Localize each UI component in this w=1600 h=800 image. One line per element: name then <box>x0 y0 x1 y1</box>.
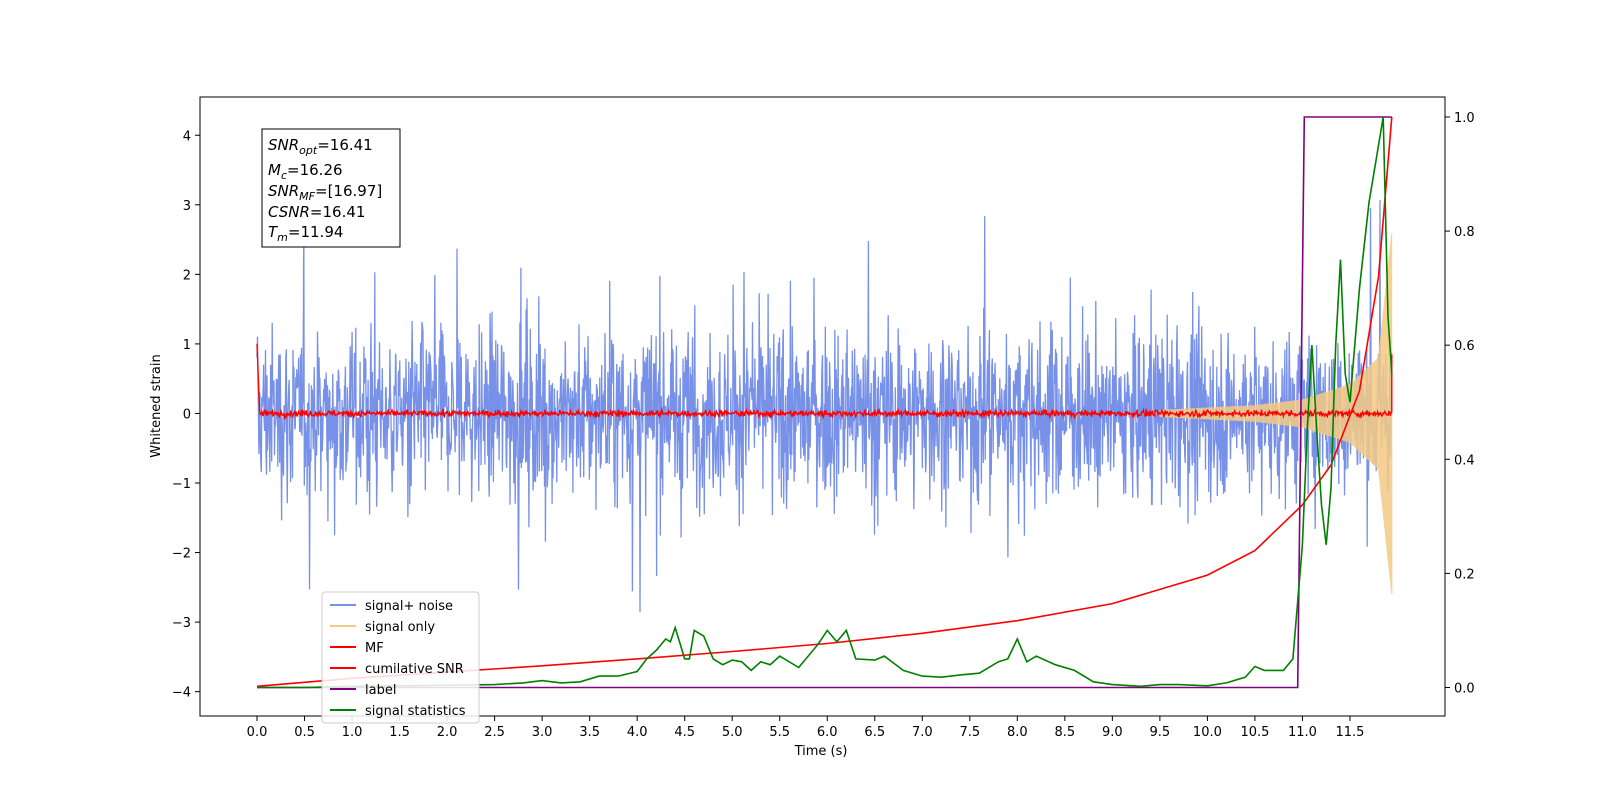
svg-text:CSNR=16.41: CSNR=16.41 <box>268 203 365 221</box>
x-tick-label: 8.5 <box>1055 725 1076 740</box>
x-tick-label: 9.0 <box>1102 725 1123 740</box>
x-tick-label: 6.5 <box>864 725 885 740</box>
y-right-tick-label: 0.0 <box>1454 681 1475 696</box>
x-axis: 0.0 0.5 1.0 1.5 2.0 2.5 3.0 3.5 4.0 4.5 5.0 5.5 6.0 6… <box>247 716 1364 740</box>
y-tick-label: −2 <box>172 547 191 562</box>
y-axis-left: 4 3 2 1 0 −1 −2 −3 −4 <box>172 129 200 701</box>
x-tick-label: 3.5 <box>579 725 600 740</box>
x-tick-label: 0.5 <box>294 725 315 740</box>
y-tick-label: 3 <box>183 199 191 214</box>
series-mf-line <box>256 343 1393 421</box>
x-tick-label: 1.0 <box>342 725 363 740</box>
stats-snr-opt-value: =16.41 <box>317 136 373 154</box>
x-tick-label: 1.5 <box>389 725 410 740</box>
x-axis-label: Time (s) <box>794 744 848 759</box>
stats-tm-value: =11.94 <box>288 223 344 241</box>
y-tick-label: 4 <box>183 129 191 144</box>
plot-frame <box>199 96 1446 717</box>
stats-tm-sub: m <box>277 231 288 244</box>
svg-text:SNRMF=[16.97]: SNRMF=[16.97] <box>268 182 382 203</box>
svg-text:Mc=16.26: Mc=16.26 <box>268 161 343 182</box>
x-tick-label: 8.0 <box>1007 725 1028 740</box>
stats-tm-name: T <box>268 223 279 241</box>
stats-snr-mf-value: =[16.97] <box>315 182 382 200</box>
x-tick-label: 5.0 <box>722 725 743 740</box>
x-tick-label: 5.5 <box>769 725 790 740</box>
x-tick-label: 7.0 <box>912 725 933 740</box>
y-axis-right: 1.0 0.8 0.6 0.4 0.2 0.0 <box>1445 111 1475 696</box>
stats-csnr-value: =16.41 <box>310 203 366 221</box>
legend-label: signal+ noise <box>365 599 453 614</box>
stats-snr-opt-sub: opt <box>299 144 318 157</box>
stats-box: SNRopt=16.41 Mc=16.26 SNRMF=[16.97] CSNR… <box>261 128 401 248</box>
stats-mc-name: M <box>268 161 281 179</box>
legend-label: cumilative SNR <box>365 662 464 677</box>
y-tick-label: −3 <box>172 616 191 631</box>
series-signal-statisticsline <box>257 116 1393 689</box>
stats-csnr-name: CSNR <box>268 203 310 221</box>
series-labelline <box>257 116 1392 689</box>
x-tick-label: 4.0 <box>627 725 648 740</box>
x-tick-label: 11.5 <box>1335 725 1364 740</box>
y-tick-label: −4 <box>172 686 191 701</box>
x-tick-label: 10.5 <box>1240 725 1269 740</box>
y-right-tick-label: 0.2 <box>1454 567 1475 582</box>
series-signal-noise-line <box>256 199 1393 613</box>
stats-snr-mf-name: SNR <box>268 182 299 200</box>
y-right-tick-label: 0.8 <box>1454 225 1475 240</box>
x-tick-label: 4.5 <box>674 725 695 740</box>
y-right-tick-label: 0.6 <box>1454 339 1475 354</box>
y-tick-label: 2 <box>183 268 191 283</box>
stats-snr-opt-name: SNR <box>268 136 299 154</box>
legend-label: signal only <box>365 620 435 635</box>
x-tick-label: 9.5 <box>1150 725 1171 740</box>
x-tick-label: 11.0 <box>1288 725 1317 740</box>
stats-mc-sub: c <box>281 169 287 182</box>
plot-area <box>256 116 1393 689</box>
stats-snr-mf-sub: MF <box>299 190 315 203</box>
y-tick-label: −1 <box>172 477 191 492</box>
legend-label: signal statistics <box>365 704 466 719</box>
x-tick-label: 6.0 <box>817 725 838 740</box>
x-tick-label: 3.0 <box>532 725 553 740</box>
legend-label: label <box>365 683 396 698</box>
x-tick-label: 2.5 <box>484 725 505 740</box>
x-tick-label: 10.0 <box>1193 725 1222 740</box>
legend: signal+ noise signal only MF cumilative SNR… <box>321 591 480 724</box>
series-cumilative-snrline <box>256 116 1393 688</box>
stats-mc-value: =16.26 <box>287 161 343 179</box>
x-tick-label: 0.0 <box>247 725 268 740</box>
x-tick-label: 7.5 <box>959 725 980 740</box>
svg-text:SNRopt=16.41: SNRopt=16.41 <box>268 136 373 157</box>
y-right-tick-label: 0.4 <box>1454 453 1475 468</box>
y-right-tick-label: 1.0 <box>1454 111 1475 126</box>
y-tick-label: 0 <box>183 407 191 422</box>
y-tick-label: 1 <box>183 338 191 353</box>
legend-label: MF <box>365 641 384 656</box>
x-tick-label: 2.0 <box>437 725 458 740</box>
y-axis-label: Whitened strain <box>149 354 164 457</box>
svg-text:Tm=11.94: Tm=11.94 <box>268 223 343 244</box>
